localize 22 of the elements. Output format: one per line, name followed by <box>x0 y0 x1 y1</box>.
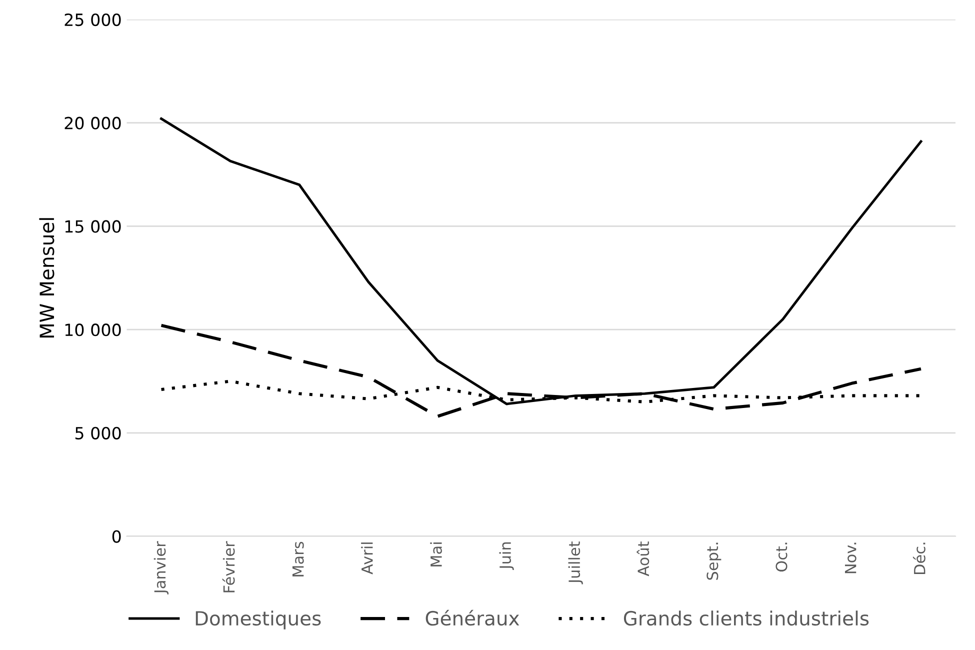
y-axis-title: MW Mensuel <box>39 218 54 338</box>
x-tick-label: Juin <box>499 542 514 570</box>
y-tick-label: 0 <box>112 530 121 543</box>
legend-label: Grands clients industriels <box>624 610 869 626</box>
x-tick-label: Août <box>636 541 650 576</box>
x-tick-label: Mars <box>292 542 304 576</box>
x-tick-label: Juillet <box>568 541 583 584</box>
y-tick-label: 20 000 <box>64 116 121 130</box>
y-tick-label: 15 000 <box>65 220 121 233</box>
x-tick-label: Sept. <box>706 542 722 580</box>
legend-label: Domestiques <box>196 610 321 630</box>
y-tick-label: 5 000 <box>75 426 121 440</box>
x-tick-label: Déc. <box>912 542 926 574</box>
x-tick-label: Mai <box>430 542 442 566</box>
y-tick-label: 25 000 <box>64 13 121 26</box>
legend-label: Généraux <box>426 610 520 626</box>
x-tick-label: Janvier <box>154 541 169 594</box>
y-tick-label: 10 000 <box>65 324 121 336</box>
x-tick-label: Oct. <box>776 542 788 572</box>
x-tick-label: Avril <box>361 542 373 574</box>
x-tick-label: Nov. <box>844 542 856 574</box>
x-tick-label: Février <box>222 541 235 592</box>
